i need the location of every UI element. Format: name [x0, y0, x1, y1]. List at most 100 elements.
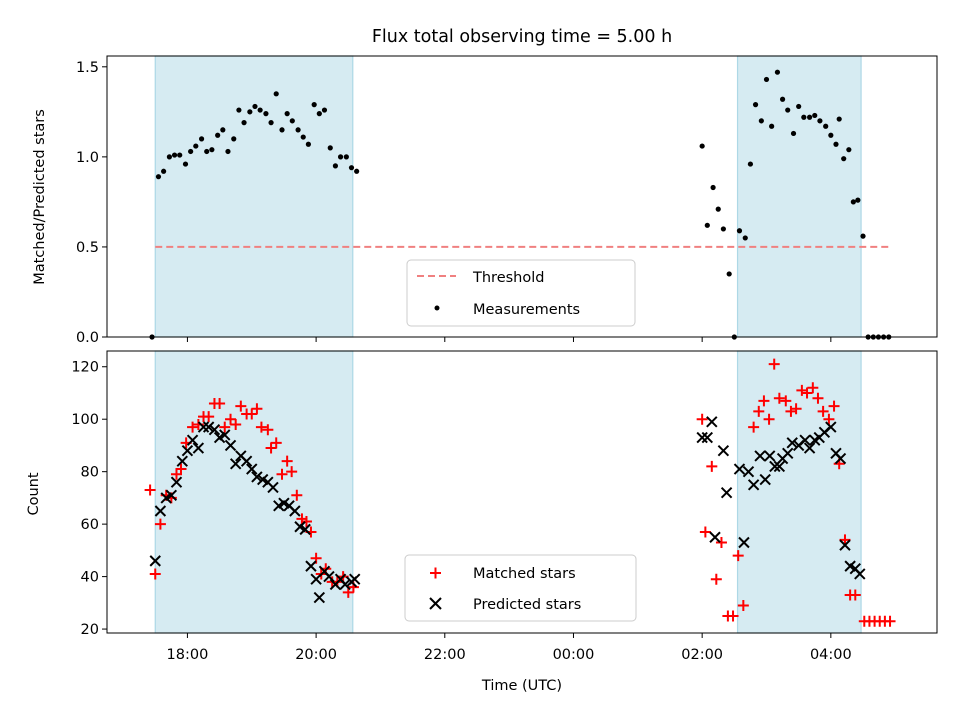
matched-star-point: [281, 455, 293, 467]
legend-threshold-label: Threshold: [472, 270, 544, 286]
measurement-point: [860, 233, 866, 239]
measurement-point: [215, 132, 221, 138]
measurement-point: [715, 206, 721, 212]
matched-star-point: [696, 413, 708, 425]
matched-star-point: [300, 516, 312, 528]
matched-star-point: [270, 437, 282, 449]
matched-star-point: [255, 421, 267, 433]
measurement-point: [166, 154, 173, 160]
measurement-point: [348, 165, 355, 171]
y-axis-ticks: 0.0 0.5 1.0 1.5: [76, 60, 832, 346]
measurement-point: [720, 226, 726, 232]
predicted-star-point: [706, 416, 718, 428]
legend-measurements-marker: [434, 305, 440, 311]
measurement-point: [204, 148, 210, 155]
predicted-star-point: [240, 455, 253, 467]
matched-star-point: [144, 484, 156, 496]
top-panel: 0.0 0.5 1.0 1.5 Matched/Predicted stars Thr…: [32, 55, 938, 346]
matched-star-point: [265, 442, 277, 454]
measurement-point: [231, 136, 237, 142]
matched-star-point: [817, 405, 829, 417]
shaded-interval: [154, 350, 354, 634]
matched-star-point: [230, 418, 242, 430]
matched-star-point: [727, 610, 739, 622]
matched-star-point: [149, 568, 161, 580]
measurement-point: [279, 127, 285, 133]
bottom-panel: 20 40 60 80 100 120 18:00 20:00 22:00 00:00 02:00…: [26, 350, 938, 694]
x-tick-label: 22:00: [424, 647, 466, 663]
predicted-star-point: [786, 437, 798, 449]
measurement-point: [823, 123, 829, 129]
predicted-star-point: [738, 536, 750, 549]
matched-star-point: [785, 405, 797, 417]
measurement-point: [790, 130, 797, 137]
measurement-point: [252, 103, 258, 110]
matched-star-point: [768, 358, 780, 370]
predicted-star-point: [289, 505, 301, 517]
predicted-star-point: [149, 555, 161, 567]
measurement-point: [241, 120, 247, 126]
y-tick-label: 80: [81, 465, 99, 481]
shaded-interval: [736, 55, 862, 338]
measurement-point: [850, 199, 856, 205]
predicted-star-point: [709, 531, 721, 543]
matched-star-point: [225, 413, 237, 425]
matched-star-point: [715, 536, 727, 548]
predicted-star-point: [246, 463, 258, 475]
measurement-point: [332, 163, 339, 169]
matched-star-point: [839, 534, 851, 546]
matched-star-point: [884, 615, 896, 627]
measurement-point: [321, 107, 328, 113]
matched-star-point: [732, 550, 744, 562]
predicted-star-point: [224, 439, 237, 452]
predicted-star-point: [323, 570, 335, 583]
predicted-star-point: [799, 434, 811, 446]
predicted-star-point: [349, 573, 361, 585]
y-axis-label: Count: [26, 472, 42, 515]
measurement-point: [268, 120, 274, 126]
measurement-point: [225, 148, 231, 155]
predicted-star-point: [834, 452, 847, 465]
measurement-point: [311, 102, 317, 108]
x-tick-label: 20:00: [295, 647, 337, 663]
measurement-point: [220, 127, 226, 133]
predicted-star-point: [181, 444, 194, 457]
measurement-point: [247, 109, 253, 115]
y-tick-label: 1.5: [76, 60, 99, 76]
legend-matched-marker: [430, 567, 441, 579]
matched-star-point: [801, 387, 813, 399]
chart-title: Flux total observing time = 5.00 h: [372, 27, 672, 47]
matched-star-point: [291, 489, 303, 501]
predicted-star-point: [339, 578, 351, 591]
predicted-star-point: [854, 568, 866, 580]
legend-matched-label: Matched stars: [473, 566, 576, 582]
matched-star-point: [790, 403, 802, 415]
predicted-star-point: [192, 442, 205, 454]
matched-star-point: [737, 599, 749, 611]
matched-star-point: [251, 403, 263, 415]
matched-star-point: [807, 382, 819, 394]
predicted-star-point: [696, 431, 708, 444]
measurement-point: [796, 103, 802, 110]
measurement-point: [263, 111, 269, 117]
predicted-star-point: [229, 458, 242, 470]
measurement-point: [807, 114, 813, 120]
measurement-point: [758, 118, 764, 124]
measurement-point: [161, 168, 167, 174]
matched-star-point: [773, 392, 785, 404]
predicted-star-point: [701, 431, 714, 444]
predicted-star-point: [197, 421, 210, 433]
predicted-star-point: [773, 460, 786, 473]
measurement-point: [343, 154, 349, 160]
x-axis-label: Time (UTC): [481, 678, 562, 694]
shaded-interval: [154, 55, 354, 338]
measurement-point: [155, 174, 162, 180]
predicted-star-point: [165, 489, 178, 501]
measurement-point: [316, 111, 322, 117]
measurement-point: [171, 152, 178, 158]
measurement-point: [289, 118, 295, 124]
measurement-point: [284, 111, 290, 117]
y-axis-ticks: 20 40 60 80 100 120: [71, 360, 107, 638]
measurement-point: [193, 143, 199, 149]
measurement-point: [300, 134, 306, 140]
